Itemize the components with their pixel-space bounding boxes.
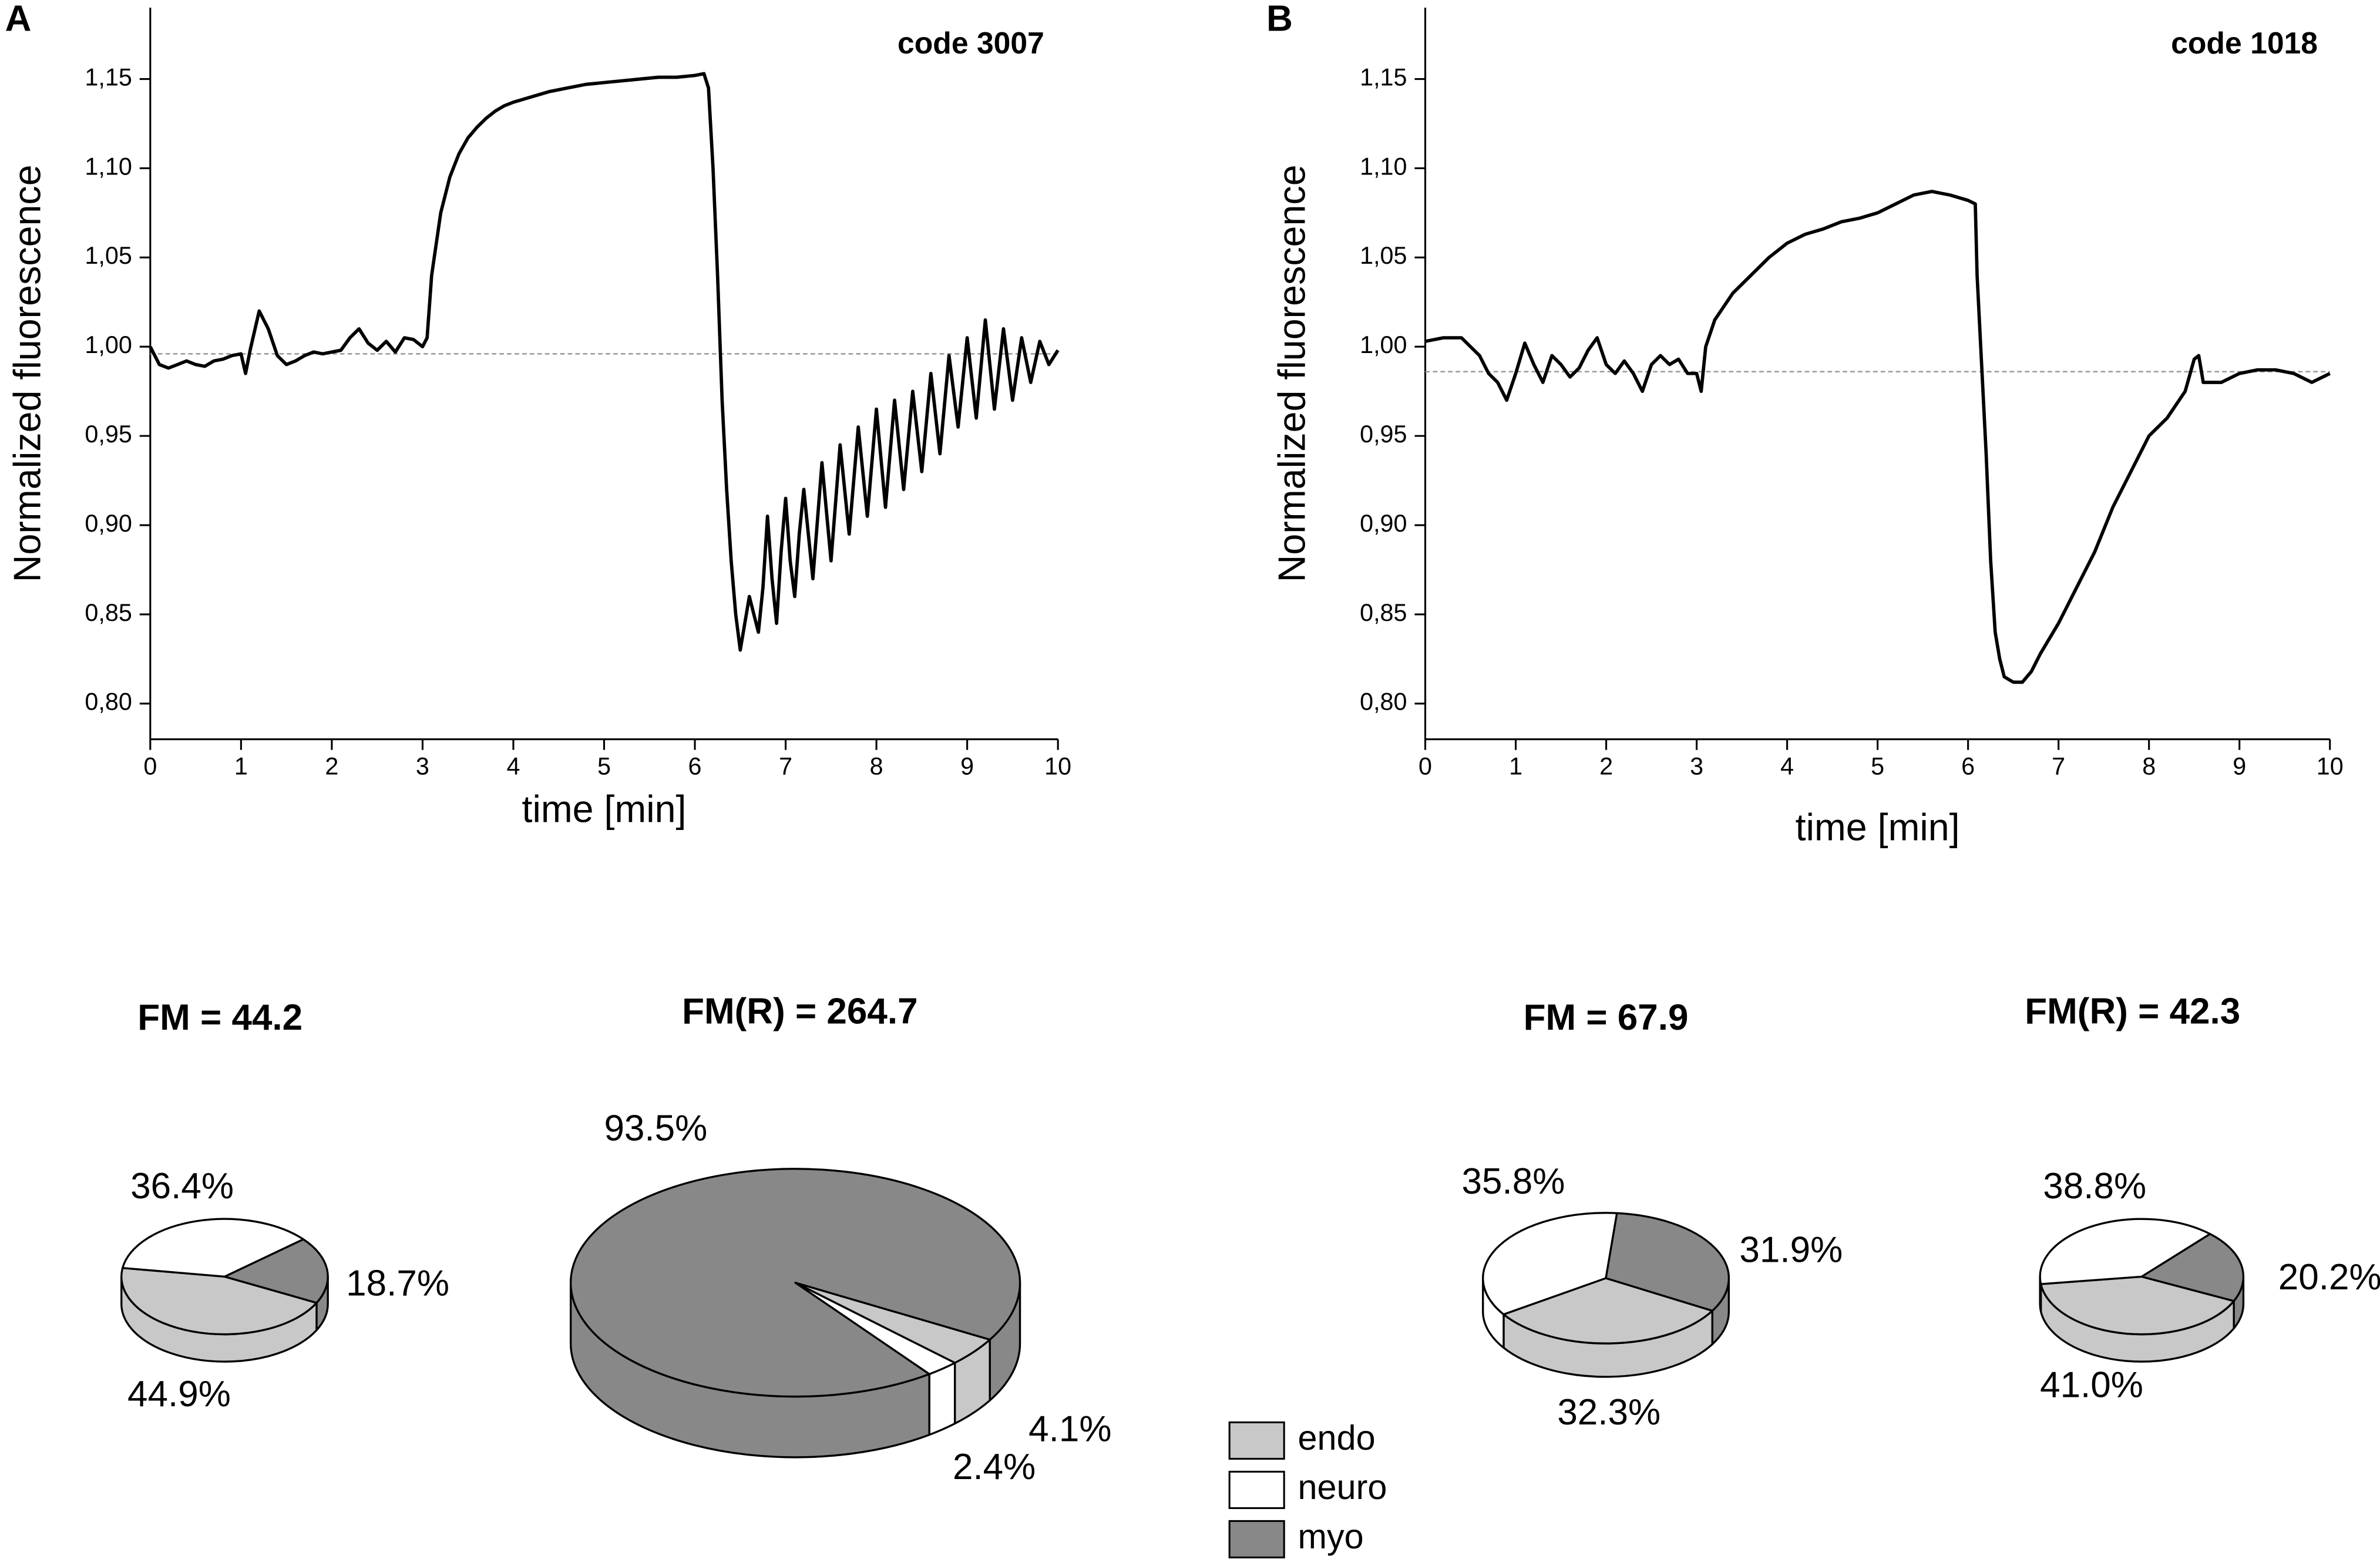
y-tick-label: 1,00 [1360, 331, 1407, 358]
x-tick-label: 6 [1961, 753, 1975, 780]
y-tick-label: 1,05 [85, 242, 132, 269]
slice-label: 44.9% [127, 1374, 231, 1414]
pie-slice [1605, 1212, 1730, 1312]
y-tick-label: 0,90 [1360, 510, 1407, 537]
x-tick-label: 10 [1044, 753, 1071, 780]
slice-label: 35.8% [1462, 1161, 1565, 1202]
x-tick-label: 6 [688, 753, 702, 780]
x-tick-label: 7 [779, 753, 792, 780]
pie-slice [2039, 1275, 2235, 1336]
legend-label: endo [1297, 1418, 1375, 1457]
x-tick-label: 0 [1418, 753, 1432, 780]
pie-slice [122, 1218, 305, 1278]
x-tick-label: 9 [960, 753, 974, 780]
legend-label: myo [1297, 1517, 1363, 1556]
data-line [1424, 190, 2331, 684]
x-tick-label: 5 [1871, 753, 1884, 780]
data-line [149, 72, 1060, 652]
slice-label: 32.3% [1557, 1392, 1660, 1433]
y-tick-label: 1,10 [1360, 153, 1407, 180]
pie-slice [1502, 1277, 1714, 1345]
slice-label: 2.4% [953, 1447, 1036, 1487]
y-tick-label: 0,80 [1360, 688, 1407, 715]
x-tick-label: 1 [234, 753, 248, 780]
y-tick-label: 1,10 [85, 153, 132, 180]
legend-label: neuro [1297, 1467, 1387, 1507]
slice-label: 20.2% [2278, 1257, 2380, 1298]
x-tick-label: 4 [1780, 753, 1794, 780]
x-tick-label: 2 [325, 753, 338, 780]
y-tick-label: 0,95 [85, 421, 132, 448]
legend-swatch [1228, 1421, 1285, 1460]
slice-label: 36.4% [130, 1166, 234, 1207]
x-tick-label: 9 [2233, 753, 2246, 780]
panel-letter: B [1266, 0, 1293, 39]
pie-slice [223, 1238, 329, 1304]
slice-label: 38.8% [2043, 1166, 2146, 1207]
y-tick-label: 1,15 [1360, 63, 1407, 90]
pie-slice [2140, 1233, 2245, 1302]
y-tick-label: 0,95 [1360, 421, 1407, 448]
y-tick-label: 1,05 [1360, 242, 1407, 269]
panel-letter: A [5, 0, 32, 39]
slice-label: 41.0% [2040, 1365, 2143, 1405]
x-tick-label: 4 [506, 753, 520, 780]
pie-slice [569, 1168, 1021, 1398]
chart-title: code 1018 [2171, 26, 2318, 60]
x-tick-label: 8 [2142, 753, 2156, 780]
x-tick-label: 1 [1509, 753, 1522, 780]
x-tick-label: 2 [1599, 753, 1613, 780]
pie-slice [1482, 1212, 1618, 1316]
y-tick-label: 0,90 [85, 510, 132, 537]
slice-label: 4.1% [1028, 1409, 1111, 1449]
slice-label: 18.7% [346, 1263, 449, 1303]
y-tick-label: 0,80 [85, 688, 132, 715]
pie-slice [2039, 1218, 2211, 1285]
legend-swatch [1228, 1470, 1285, 1510]
x-tick-label: 3 [1690, 753, 1703, 780]
slice-label: 93.5% [604, 1108, 707, 1149]
pie-slice [120, 1266, 318, 1336]
y-tick-label: 1,00 [85, 331, 132, 358]
x-tick-label: 10 [2317, 753, 2344, 780]
pie-title: FM(R) = 264.7 [682, 992, 918, 1032]
slice-label: 31.9% [1739, 1229, 1843, 1270]
pie-title: FM(R) = 42.3 [2025, 992, 2240, 1032]
x-tick-label: 3 [416, 753, 429, 780]
x-axis-label: time [min] [522, 788, 687, 831]
y-axis-label: Normalized fluorescence [6, 164, 49, 582]
x-tick-label: 7 [2052, 753, 2065, 780]
y-tick-label: 0,85 [85, 599, 132, 626]
y-axis-label: Normalized fluorescence [1270, 164, 1313, 582]
x-tick-label: 8 [870, 753, 883, 780]
y-tick-label: 0,85 [1360, 599, 1407, 626]
x-tick-label: 5 [597, 753, 611, 780]
pie-title: FM = 44.2 [137, 997, 302, 1038]
y-tick-label: 1,15 [85, 63, 132, 90]
x-tick-label: 0 [143, 753, 157, 780]
pie-title: FM = 67.9 [1524, 997, 1689, 1038]
chart-title: code 3007 [897, 26, 1044, 60]
x-axis-label: time [min] [1796, 806, 1960, 849]
legend-swatch [1228, 1520, 1285, 1559]
